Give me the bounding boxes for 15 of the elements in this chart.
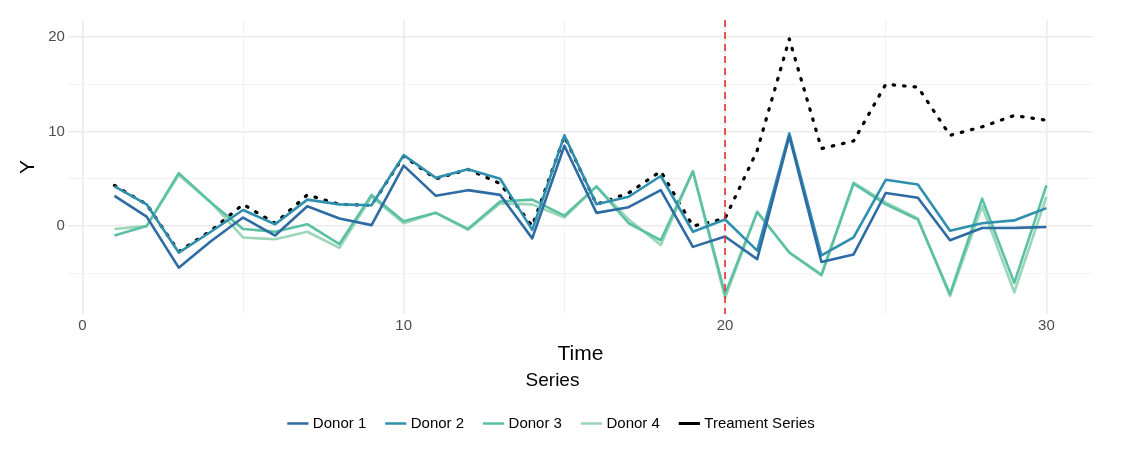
y-tick-label: 0 [56, 216, 65, 234]
legend-title: Series [525, 368, 580, 390]
legend-label: Treament Series [704, 413, 815, 431]
legend-label: Donor 2 [410, 413, 465, 431]
x-tick-label: 20 [716, 316, 734, 334]
x-tick-label: 30 [1038, 316, 1055, 334]
y-tick-label: 20 [48, 27, 65, 45]
x-axis-title: Time [557, 341, 604, 365]
legend-label: Donor 1 [312, 413, 367, 431]
x-tick-label: 0 [78, 316, 87, 334]
y-tick-label: 10 [48, 121, 65, 139]
legend-label: Donor 3 [508, 413, 562, 431]
legend-label: Donor 4 [606, 413, 660, 431]
x-tick-label: 10 [395, 316, 413, 334]
y-axis-title: Y [15, 159, 39, 175]
